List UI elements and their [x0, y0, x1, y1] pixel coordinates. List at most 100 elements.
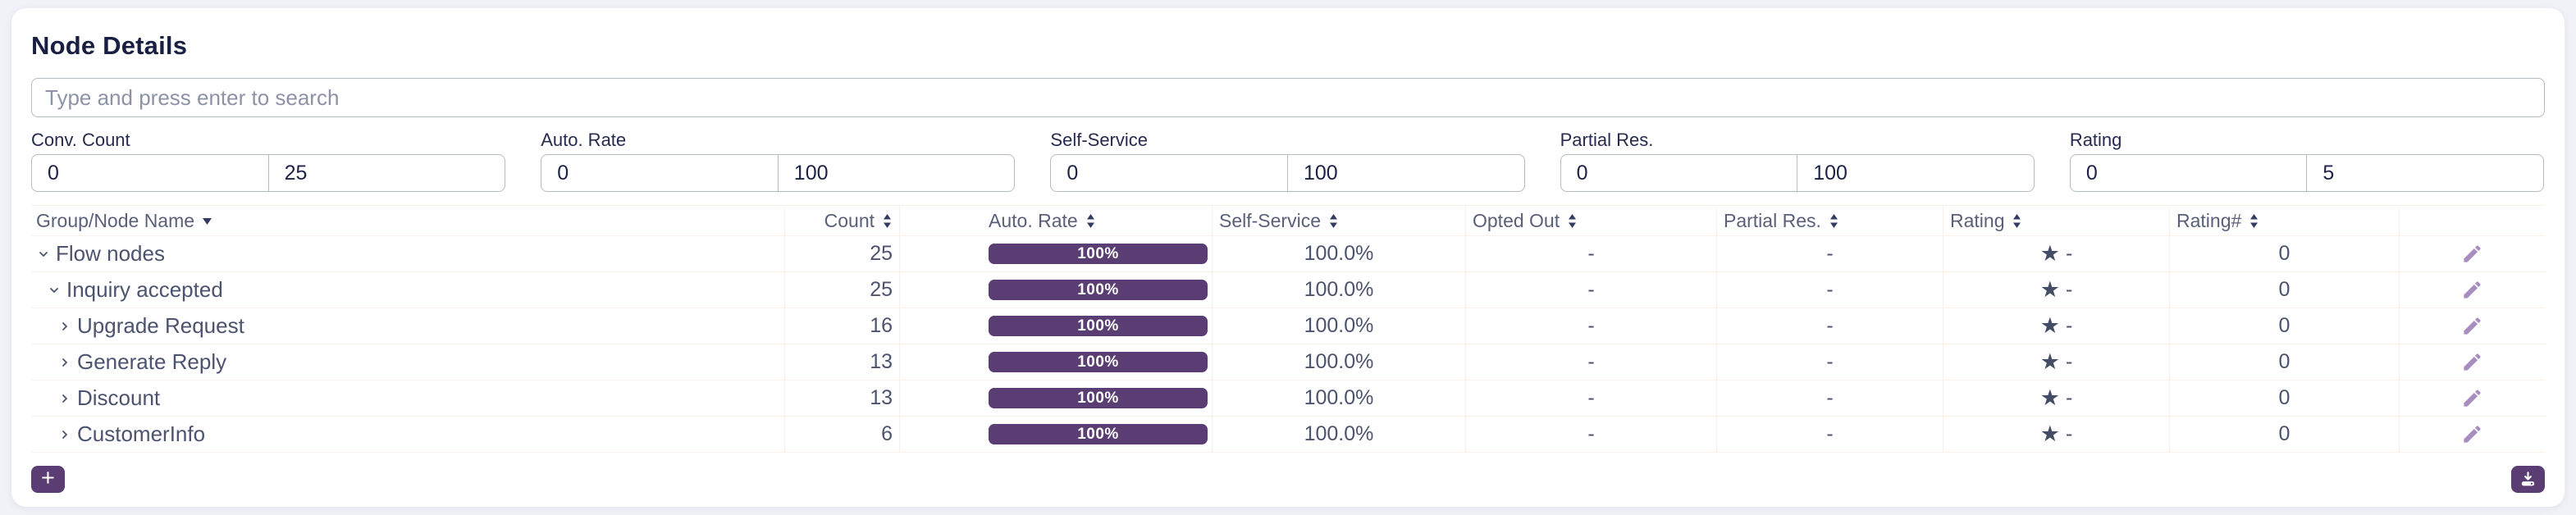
- partial-res-cell: -: [1716, 417, 1943, 452]
- node-details-panel: Node Details Conv. Count Auto. Rate Self…: [11, 8, 2565, 507]
- edit-pencil-icon[interactable]: [2461, 315, 2483, 337]
- table-row: Discount 13 100% 100.0% - - ★ - 0: [31, 381, 2545, 417]
- node-name-cell: Flow nodes: [31, 241, 784, 267]
- node-name[interactable]: Generate Reply: [77, 349, 226, 375]
- rating-min-input[interactable]: [2070, 154, 2308, 192]
- rating-cell: ★ -: [1943, 308, 2169, 344]
- add-button[interactable]: +: [31, 466, 65, 493]
- self-service-max-input[interactable]: [1287, 154, 1525, 192]
- column-header-rating[interactable]: Rating: [1943, 206, 2169, 235]
- table-body: Flow nodes 25 100% 100.0% - - ★ - 0 Inqu…: [31, 236, 2545, 453]
- auto-rate-bar: 100%: [989, 280, 1208, 300]
- filter-label: Rating: [2070, 130, 2545, 151]
- table-footer: +: [31, 466, 2545, 493]
- auto-rate-cell: 100%: [899, 308, 1212, 344]
- partial-res-cell: -: [1716, 381, 1943, 416]
- edit-cell: [2399, 344, 2545, 380]
- node-name[interactable]: Discount: [77, 385, 160, 411]
- node-name[interactable]: Inquiry accepted: [66, 277, 223, 303]
- chevron-icon[interactable]: [58, 356, 71, 369]
- filter-label: Partial Res.: [1560, 130, 2035, 151]
- opted-out-cell: -: [1465, 417, 1716, 452]
- sort-both-icon: [2249, 212, 2259, 230]
- filter-auto-rate: Auto. Rate: [541, 130, 1016, 192]
- edit-cell: [2399, 308, 2545, 344]
- column-header-auto-rate[interactable]: Auto. Rate: [899, 206, 1212, 235]
- column-header-group-node-name[interactable]: Group/Node Name: [31, 210, 784, 232]
- node-name[interactable]: Upgrade Request: [77, 313, 244, 339]
- column-header-actions: [2399, 206, 2545, 235]
- filter-label: Self-Service: [1050, 130, 1525, 151]
- edit-pencil-icon[interactable]: [2461, 279, 2483, 301]
- edit-cell: [2399, 417, 2545, 452]
- self-service-cell: 100.0%: [1212, 308, 1465, 344]
- node-name[interactable]: CustomerInfo: [77, 422, 205, 447]
- table-row: Generate Reply 13 100% 100.0% - - ★ - 0: [31, 344, 2545, 381]
- sort-both-icon: [1328, 212, 1339, 230]
- edit-pencil-icon[interactable]: [2461, 351, 2483, 373]
- rating-max-input[interactable]: [2306, 154, 2544, 192]
- sort-both-icon: [2012, 212, 2022, 230]
- table-row: Flow nodes 25 100% 100.0% - - ★ - 0: [31, 236, 2545, 272]
- self-service-cell: 100.0%: [1212, 417, 1465, 452]
- star-icon: ★: [2040, 423, 2060, 445]
- auto-rate-bar: 100%: [989, 316, 1208, 336]
- node-name[interactable]: Flow nodes: [56, 241, 165, 267]
- edit-cell: [2399, 381, 2545, 416]
- column-header-count[interactable]: Count: [784, 206, 899, 235]
- opted-out-cell: -: [1465, 272, 1716, 308]
- node-name-cell: Generate Reply: [31, 349, 784, 375]
- self-service-cell: 100.0%: [1212, 236, 1465, 271]
- auto-rate-min-input[interactable]: [541, 154, 779, 192]
- rating-cell: ★ -: [1943, 272, 2169, 308]
- chevron-icon[interactable]: [58, 428, 71, 441]
- chevron-icon[interactable]: [37, 248, 50, 261]
- star-icon: ★: [2040, 315, 2060, 337]
- chevron-icon[interactable]: [58, 392, 71, 405]
- node-name-cell: Upgrade Request: [31, 313, 784, 339]
- rating-cell: ★ -: [1943, 236, 2169, 271]
- conv-count-min-input[interactable]: [31, 154, 269, 192]
- edit-pencil-icon[interactable]: [2461, 387, 2483, 409]
- filter-self-service: Self-Service: [1050, 130, 1525, 192]
- star-icon: ★: [2040, 351, 2060, 373]
- count-cell: 6: [784, 417, 899, 452]
- partial-res-cell: -: [1716, 308, 1943, 344]
- self-service-cell: 100.0%: [1212, 381, 1465, 416]
- edit-pencil-icon[interactable]: [2461, 243, 2483, 265]
- node-name-cell: Discount: [31, 385, 784, 411]
- partial-res-max-input[interactable]: [1797, 154, 2035, 192]
- column-header-opted-out[interactable]: Opted Out: [1465, 206, 1716, 235]
- filter-partial-res: Partial Res.: [1560, 130, 2035, 192]
- table-row: CustomerInfo 6 100% 100.0% - - ★ - 0: [31, 417, 2545, 453]
- rating-cell: ★ -: [1943, 381, 2169, 416]
- table-row: Upgrade Request 16 100% 100.0% - - ★ - 0: [31, 308, 2545, 344]
- table-row: Inquiry accepted 25 100% 100.0% - - ★ - …: [31, 272, 2545, 308]
- count-cell: 13: [784, 344, 899, 380]
- search-input[interactable]: [31, 78, 2545, 117]
- chevron-icon[interactable]: [58, 320, 71, 333]
- download-button[interactable]: [2511, 466, 2545, 493]
- chevron-icon[interactable]: [48, 284, 61, 297]
- star-icon: ★: [2040, 243, 2060, 265]
- column-header-rating-count[interactable]: Rating#: [2169, 206, 2399, 235]
- partial-res-cell: -: [1716, 344, 1943, 380]
- rating-cell: ★ -: [1943, 344, 2169, 380]
- opted-out-cell: -: [1465, 381, 1716, 416]
- rating-count-cell: 0: [2169, 381, 2399, 416]
- self-service-min-input[interactable]: [1050, 154, 1288, 192]
- edit-cell: [2399, 236, 2545, 271]
- edit-pencil-icon[interactable]: [2461, 423, 2483, 445]
- opted-out-cell: -: [1465, 344, 1716, 380]
- column-header-self-service[interactable]: Self-Service: [1212, 206, 1465, 235]
- auto-rate-max-input[interactable]: [778, 154, 1016, 192]
- rating-count-cell: 0: [2169, 308, 2399, 344]
- count-cell: 25: [784, 272, 899, 308]
- edit-cell: [2399, 272, 2545, 308]
- column-header-partial-res[interactable]: Partial Res.: [1716, 206, 1943, 235]
- rating-count-cell: 0: [2169, 272, 2399, 308]
- page-title: Node Details: [31, 31, 2545, 61]
- filter-label: Auto. Rate: [541, 130, 1016, 151]
- conv-count-max-input[interactable]: [268, 154, 506, 192]
- partial-res-min-input[interactable]: [1560, 154, 1798, 192]
